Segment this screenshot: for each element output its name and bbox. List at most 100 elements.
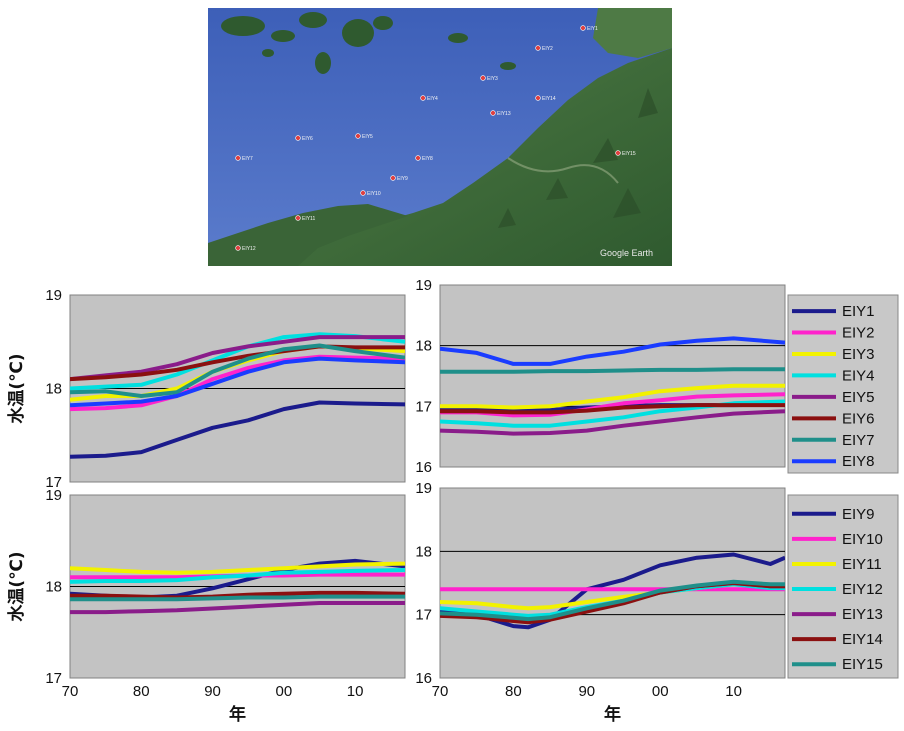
y-tick-label: 16 xyxy=(415,670,432,687)
island xyxy=(299,12,327,28)
x-axis-label: 年 xyxy=(229,704,246,725)
station-label: EIY3 xyxy=(487,76,498,82)
y-axis-label: 水温(℃) xyxy=(6,353,27,423)
legend-label: EIY12 xyxy=(842,581,883,598)
y-tick-label: 17 xyxy=(415,398,432,415)
marker-pin-icon xyxy=(390,175,396,181)
marker-pin-icon xyxy=(480,75,486,81)
station-label: EIY13 xyxy=(497,111,511,117)
station-marker: EIY6 xyxy=(295,135,313,142)
x-tick-label: 10 xyxy=(725,683,742,700)
station-marker: EIY7 xyxy=(235,155,253,162)
station-marker: EIY12 xyxy=(235,245,256,252)
island xyxy=(500,62,516,70)
station-label: EIY14 xyxy=(542,96,556,102)
station-label: EIY6 xyxy=(302,136,313,142)
marker-pin-icon xyxy=(235,155,241,161)
marker-pin-icon xyxy=(615,150,621,156)
series-line-eiy8 xyxy=(70,356,405,408)
series-lines xyxy=(440,552,785,630)
station-label: EIY15 xyxy=(622,151,636,157)
station-label: EIY2 xyxy=(542,46,553,52)
series-line-eiy2 xyxy=(70,354,405,412)
series-line-eiy6 xyxy=(440,403,785,415)
station-label: EIY9 xyxy=(397,176,408,182)
legend-label: EIY4 xyxy=(842,367,875,384)
series-line-eiy13 xyxy=(70,601,405,615)
chart-panel-top-right: 16 17 18 19 EIY1 EIY2 EIY3 EIY4 EIY5 EIY6 EIY7 EIY8 xyxy=(415,277,899,476)
island xyxy=(262,49,274,57)
legend-label: EIY9 xyxy=(842,506,875,523)
marker-pin-icon xyxy=(295,135,301,141)
x-tick-label: 10 xyxy=(347,683,364,700)
y-tick-label: 16 xyxy=(415,459,432,476)
station-marker: EIY15 xyxy=(615,150,636,157)
station-marker: EIY2 xyxy=(535,45,553,52)
location-map: EIY1 EIY2 EIY3 EIY4 EIY5 EIY6 EIY7 EIY8 EIY9 EIY1… xyxy=(208,8,672,266)
y-tick-label: 18 xyxy=(415,543,432,560)
x-tick-label: 80 xyxy=(505,683,522,700)
series-line-eiy11 xyxy=(70,561,405,575)
marker-pin-icon xyxy=(295,215,301,221)
x-axis-label: 年 xyxy=(604,704,621,725)
series-line-eiy15 xyxy=(440,579,785,622)
station-marker: EIY14 xyxy=(535,95,556,102)
island xyxy=(448,33,468,43)
station-label: EIY1 xyxy=(587,26,598,32)
island xyxy=(271,30,295,42)
legend-label: EIY1 xyxy=(842,303,875,320)
series-line-eiy3 xyxy=(440,383,785,410)
legend-box xyxy=(787,494,899,679)
marker-pin-icon xyxy=(355,133,361,139)
y-tick-label: 17 xyxy=(45,670,62,687)
northern-coast xyxy=(593,8,672,58)
y-tick-label: 18 xyxy=(45,579,62,596)
marker-pin-icon xyxy=(415,155,421,161)
station-label: EIY8 xyxy=(422,156,433,162)
y-tick-label: 19 xyxy=(415,480,432,497)
station-marker: EIY9 xyxy=(390,175,408,182)
y-tick-label: 18 xyxy=(45,381,62,398)
marker-pin-icon xyxy=(420,95,426,101)
legend-label: EIY8 xyxy=(842,453,875,470)
station-label: EIY7 xyxy=(242,156,253,162)
southern-peninsula xyxy=(208,204,408,266)
series-line-eiy8 xyxy=(440,336,785,366)
series-line-eiy5 xyxy=(440,409,785,436)
legend-label: EIY13 xyxy=(842,606,883,623)
x-tick-label: 00 xyxy=(275,683,292,700)
series-lines xyxy=(440,336,785,436)
y-tick-label: 18 xyxy=(415,338,432,355)
x-tick-label: 90 xyxy=(578,683,595,700)
y-tick-label: 17 xyxy=(45,474,62,491)
legend-box xyxy=(787,294,899,474)
series-line-eiy12 xyxy=(70,568,405,584)
legend-label: EIY11 xyxy=(842,556,882,573)
station-label: EIY4 xyxy=(427,96,438,102)
series-lines xyxy=(70,558,405,615)
marker-pin-icon xyxy=(580,25,586,31)
station-marker: EIY5 xyxy=(355,133,373,140)
land-mass xyxy=(278,48,672,266)
station-marker: EIY4 xyxy=(420,95,438,102)
legend-label: EIY3 xyxy=(842,346,875,363)
y-axis-label: 水温(℃) xyxy=(6,551,27,621)
station-markers: EIY1 EIY2 EIY3 EIY4 EIY5 EIY6 EIY7 EIY8 EIY9 EIY1… xyxy=(235,25,636,252)
legend-label: EIY15 xyxy=(842,656,883,673)
water-temperature-charts: 171819水温(℃)16171819EIY1EIY2EIY3EIY4EIY5E… xyxy=(6,277,899,725)
island xyxy=(342,19,374,47)
map-watermark: Google Earth xyxy=(600,248,653,258)
legend-label: EIY14 xyxy=(842,631,883,648)
station-label: EIY5 xyxy=(362,134,373,140)
station-marker: EIY13 xyxy=(490,110,511,117)
series-lines xyxy=(70,332,405,459)
legend-label: EIY2 xyxy=(842,325,875,342)
legend: EIY1 EIY2 EIY3 EIY4 EIY5 EIY6 EIY7 EIY8 xyxy=(787,294,899,474)
series-line-eiy1 xyxy=(70,400,405,459)
x-tick-label: 80 xyxy=(133,683,150,700)
station-marker: EIY8 xyxy=(415,155,433,162)
series-line-eiy7 xyxy=(440,367,785,374)
series-line-eiy15 xyxy=(70,594,405,602)
valley-line xyxy=(507,157,619,184)
